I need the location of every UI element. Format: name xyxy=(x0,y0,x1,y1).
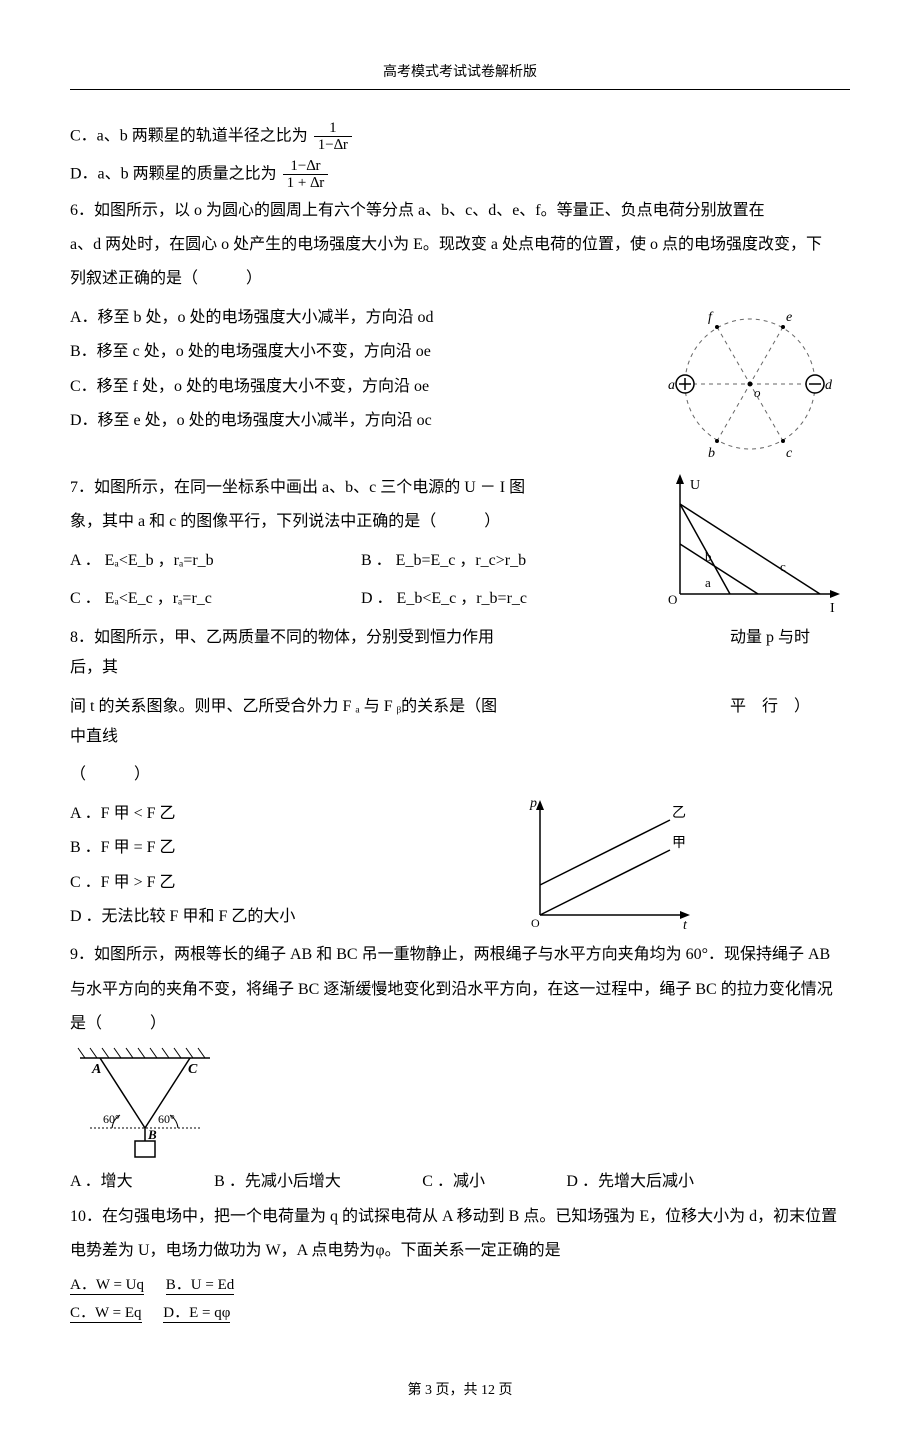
q7-option-c: C ． Eₐ<E_c ，rₐ=r_c xyxy=(70,584,361,614)
footer-page: 3 xyxy=(425,1383,432,1398)
q7-option-a: A ． Eₐ<E_b ，rₐ=r_b xyxy=(70,546,361,576)
frac-num: 1−∆r xyxy=(283,158,329,176)
q8-figure: p t O 甲 乙 xyxy=(520,795,700,935)
q8-stem-2-tail: 平 行 ） xyxy=(730,692,850,722)
q6-figure: a d f e b c o xyxy=(650,299,850,469)
q10-stem-2: 电势差为 U，电场力做功为 W，A 点电势为φ。下面关系一定正确的是 xyxy=(70,1236,850,1266)
q6-stem-3: 列叙述正确的是（ ） xyxy=(70,264,850,294)
frac-den: 1−∆r xyxy=(314,137,352,154)
q6-stem-1: 6．如图所示，以 o 为圆心的圆周上有六个等分点 a、b、c、d、e、f。等量正… xyxy=(70,196,850,226)
q7-stem-1: 7．如图所示，在同一坐标系中画出 a、b、c 三个电源的 U － I 图 xyxy=(70,473,652,503)
frac-den: 1 + ∆r xyxy=(283,175,329,192)
q8-option-b: B ．F 甲 = F 乙 xyxy=(70,833,512,863)
q8-option-d: D ．无法比较 F 甲和 F 乙的大小 xyxy=(70,902,512,932)
q5-d-text: D．a、b 两颗星的质量之比为 xyxy=(70,165,277,182)
q8-stem-1-tail: 动量 p 与时 xyxy=(730,623,850,653)
q10-option-a: A．W = Uq xyxy=(70,1277,144,1295)
svg-text:c: c xyxy=(786,446,793,461)
q9-option-c: C ．减小 xyxy=(422,1167,485,1197)
footer-total: 12 xyxy=(481,1383,495,1398)
page-footer: 第 3 页，共 12 页 xyxy=(70,1378,850,1405)
q10-option-b: B．U = Ed xyxy=(166,1277,234,1295)
q8-stem-1: 8．如图所示，甲、乙两质量不同的物体，分别受到恒力作用后，其 xyxy=(70,623,500,684)
svg-text:60°: 60° xyxy=(103,1112,120,1126)
svg-text:U: U xyxy=(690,478,700,493)
svg-text:t: t xyxy=(683,918,688,933)
svg-text:O: O xyxy=(531,916,540,930)
q9-stem-3: 是（ ） xyxy=(70,1009,850,1039)
q8-option-c: C ．F 甲 > F 乙 xyxy=(70,868,512,898)
svg-text:o: o xyxy=(754,385,761,400)
svg-text:f: f xyxy=(708,310,714,325)
q9-option-b: B ．先减小后增大 xyxy=(214,1167,341,1197)
svg-text:60°: 60° xyxy=(158,1112,175,1126)
svg-text:b: b xyxy=(708,446,715,461)
frac-num: 1 xyxy=(314,120,352,138)
q6-option-b: B．移至 c 处，o 处的电场强度大小不变，方向沿 oe xyxy=(70,337,642,367)
svg-text:I: I xyxy=(830,601,835,616)
q10-stem-1: 10．在匀强电场中，把一个电荷量为 q 的试探电荷从 A 移动到 B 点。已知场… xyxy=(70,1202,850,1232)
q9-stem-2: 与水平方向的夹角不变，将绳子 BC 逐渐缓慢地变化到沿水平方向，在这一过程中，绳… xyxy=(70,975,850,1005)
q10-option-c: C．W = Eq xyxy=(70,1305,142,1323)
footer-c: 页 xyxy=(495,1383,513,1398)
q5-c-text: C．a、b 两颗星的轨道半径之比为 xyxy=(70,127,308,144)
footer-b: 页，共 xyxy=(432,1383,481,1398)
q5-option-d: D．a、b 两颗星的质量之比为 1−∆r 1 + ∆r xyxy=(70,158,850,192)
q7-stem-2: 象，其中 a 和 c 的图像平行，下列说法中正确的是（ ） xyxy=(70,507,652,537)
q8-stem-3: （ ） xyxy=(70,760,850,790)
q7-figure: U I O a b c xyxy=(660,469,850,619)
q5-option-c: C．a、b 两颗星的轨道半径之比为 1 1−∆r xyxy=(70,120,850,154)
q6-option-d: D．移至 e 处，o 处的电场强度大小减半，方向沿 oc xyxy=(70,406,642,436)
svg-text:p: p xyxy=(529,796,537,811)
svg-text:e: e xyxy=(786,310,792,325)
q6-option-a: A．移至 b 处，o 处的电场强度大小减半，方向沿 od xyxy=(70,303,642,333)
page-header: 高考模式考试试卷解析版 xyxy=(70,60,850,90)
svg-text:甲: 甲 xyxy=(672,836,686,851)
q9-option-d: D ．先增大后减小 xyxy=(566,1167,694,1197)
q5-c-frac: 1 1−∆r xyxy=(314,120,352,154)
svg-text:乙: 乙 xyxy=(672,805,686,821)
q6-option-c: C．移至 f 处，o 处的电场强度大小不变，方向沿 oe xyxy=(70,372,642,402)
svg-text:B: B xyxy=(147,1127,157,1142)
q9-stem-1: 9．如图所示，两根等长的绳子 AB 和 BC 吊一重物静止，两根绳子与水平方向夹… xyxy=(70,940,850,970)
svg-text:c: c xyxy=(780,559,786,574)
q8-option-a: A ．F 甲 < F 乙 xyxy=(70,799,512,829)
q9-figure: A C B 60° 60° xyxy=(70,1043,850,1163)
svg-text:C: C xyxy=(188,1062,198,1077)
svg-text:a: a xyxy=(668,378,675,393)
svg-text:A: A xyxy=(91,1062,101,1077)
footer-a: 第 xyxy=(408,1383,426,1398)
q8-stem-2: 间 t 的关系图象。则甲、乙所受合外力 F ₐ 与 F ᵦ的关系是（图中直线 xyxy=(70,692,500,753)
q9-option-a: A ．增大 xyxy=(70,1167,133,1197)
q5-d-frac: 1−∆r 1 + ∆r xyxy=(283,158,329,192)
q6-stem-2: a、d 两处时，在圆心 o 处产生的电场强度大小为 E。现改变 a 处点电荷的位… xyxy=(70,230,850,260)
svg-text:b: b xyxy=(705,549,712,564)
svg-text:d: d xyxy=(825,378,833,393)
svg-text:O: O xyxy=(668,592,677,607)
q7-option-b: B ． E_b=E_c ，r_c>r_b xyxy=(361,546,652,576)
q10-option-d: D．E = qφ xyxy=(163,1305,230,1323)
q7-option-d: D ． E_b<E_c ，r_b=r_c xyxy=(361,584,652,614)
svg-text:a: a xyxy=(705,575,711,590)
